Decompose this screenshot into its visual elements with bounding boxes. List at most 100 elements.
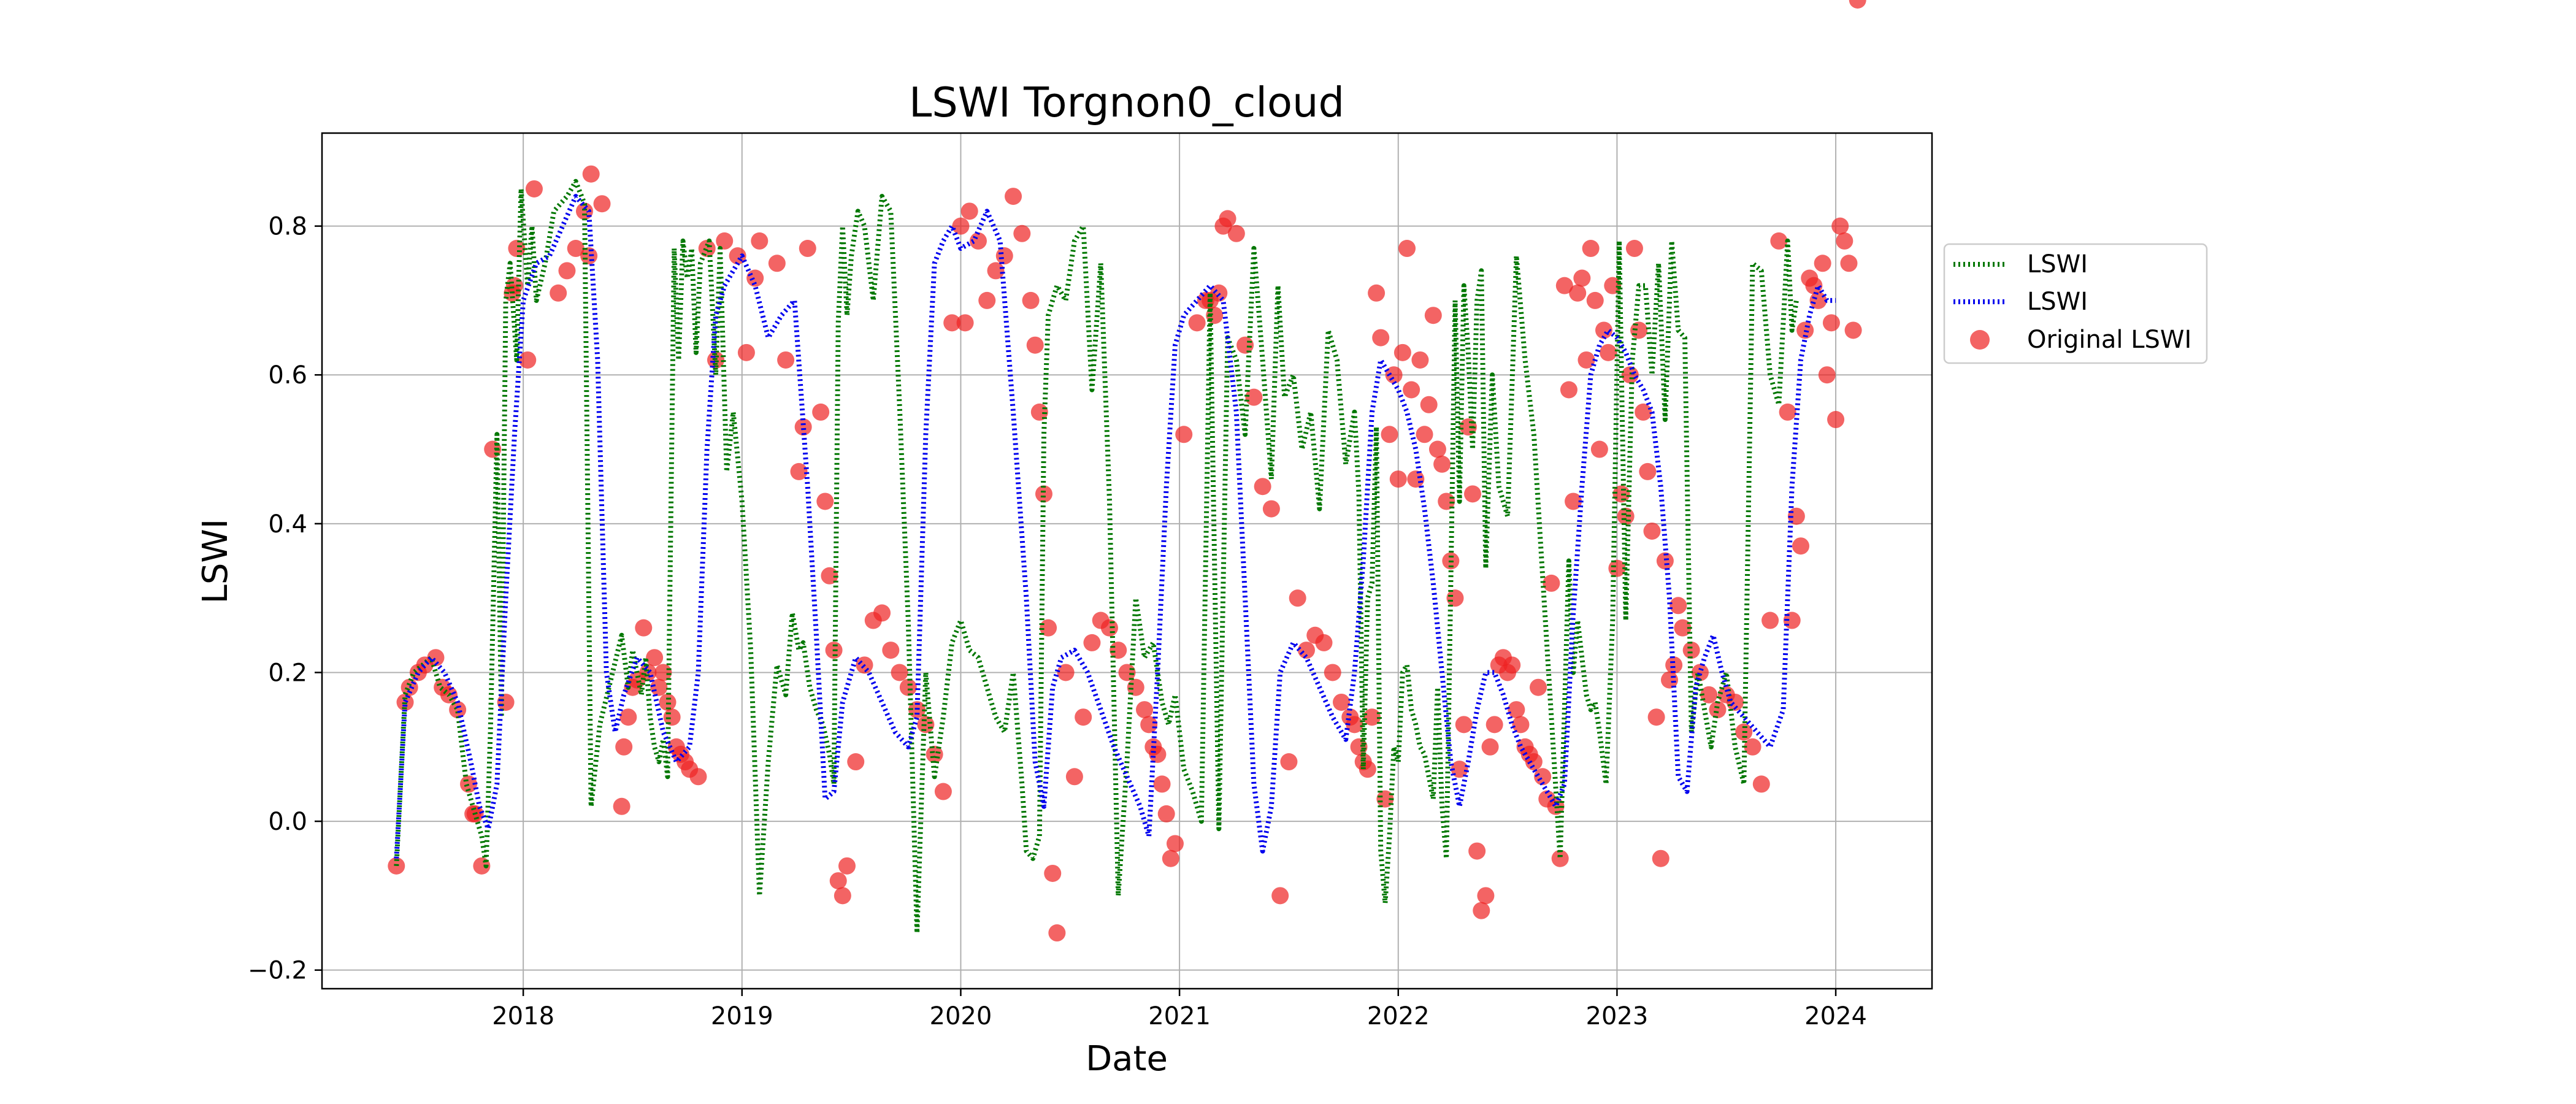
- y-tick-label: −0.2: [248, 957, 307, 985]
- data-point: [1647, 708, 1665, 726]
- data-point: [1831, 217, 1849, 235]
- data-point: [1477, 887, 1495, 905]
- data-point: [650, 678, 668, 696]
- data-point: [1503, 656, 1521, 674]
- data-point: [1805, 277, 1823, 294]
- data-point: [1617, 507, 1635, 525]
- data-point: [1297, 642, 1315, 659]
- data-point: [1149, 745, 1167, 763]
- series-0: [394, 178, 1799, 935]
- data-point: [1022, 291, 1040, 309]
- data-point: [1508, 701, 1525, 719]
- y-tick-label: 0.4: [268, 510, 307, 539]
- data-point: [1324, 664, 1341, 681]
- data-point: [882, 642, 900, 659]
- data-point: [1153, 775, 1171, 793]
- data-point: [1792, 537, 1810, 555]
- data-point: [654, 664, 672, 681]
- data-point: [1140, 716, 1158, 734]
- data-point: [1289, 589, 1306, 607]
- data-point: [1530, 678, 1547, 696]
- data-point: [987, 262, 1005, 280]
- data-point: [995, 247, 1013, 265]
- chart-title: LSWI Torgnon0_cloud: [909, 79, 1344, 126]
- data-point: [1600, 343, 1617, 361]
- data-point: [388, 857, 405, 875]
- data-point: [1433, 455, 1451, 473]
- data-point: [799, 240, 816, 258]
- x-tick-label: 2020: [930, 1002, 992, 1030]
- data-point: [1814, 255, 1831, 272]
- data-point: [1411, 351, 1429, 369]
- data-point: [1744, 738, 1761, 756]
- data-point: [1254, 478, 1271, 496]
- data-point: [1818, 366, 1836, 384]
- data-point: [1560, 381, 1577, 399]
- x-tick-label: 2021: [1148, 1002, 1211, 1030]
- data-point: [1586, 291, 1604, 309]
- data-point: [1849, 0, 1866, 9]
- data-point: [449, 701, 467, 719]
- data-point: [1416, 426, 1433, 443]
- data-point: [508, 240, 526, 258]
- data-point: [952, 217, 970, 235]
- data-point: [1727, 693, 1744, 711]
- data-point: [1635, 403, 1652, 421]
- data-point: [834, 887, 851, 905]
- data-point: [1271, 887, 1289, 905]
- data-point: [497, 693, 515, 711]
- data-point: [1543, 574, 1560, 592]
- data-point: [1403, 381, 1420, 399]
- data-point: [1709, 701, 1727, 719]
- data-point: [1013, 224, 1031, 242]
- data-point: [1446, 589, 1464, 607]
- data-point: [934, 783, 952, 800]
- data-point: [1573, 269, 1591, 287]
- x-tick-label: 2019: [711, 1002, 773, 1030]
- data-point: [689, 768, 707, 786]
- x-tick-label: 2023: [1586, 1002, 1649, 1030]
- data-point: [1691, 664, 1709, 681]
- y-tick-label: 0.0: [268, 808, 307, 836]
- data-point: [550, 284, 567, 302]
- series-1: [394, 194, 1836, 859]
- data-point: [978, 291, 996, 309]
- data-point: [1569, 284, 1587, 302]
- x-tick-label: 2022: [1367, 1002, 1430, 1030]
- data-point: [707, 351, 724, 369]
- data-point: [1428, 440, 1446, 458]
- data-point: [1752, 775, 1770, 793]
- data-point: [1162, 849, 1179, 867]
- data-point: [847, 753, 865, 771]
- data-point: [716, 232, 734, 250]
- data-point: [1100, 619, 1118, 637]
- data-point: [1280, 753, 1298, 771]
- data-point: [1770, 232, 1788, 250]
- data-point: [567, 240, 585, 258]
- legend-label-lswi-green: LSWI: [2027, 250, 2088, 278]
- y-axis-label: LSWI: [196, 519, 236, 604]
- data-point: [873, 604, 891, 622]
- plot-area-frame: [321, 132, 1933, 990]
- data-point: [1512, 716, 1530, 734]
- x-tick-label: 2018: [492, 1002, 554, 1030]
- data-point: [899, 678, 917, 696]
- data-point: [1455, 716, 1473, 734]
- data-point: [1840, 255, 1858, 272]
- data-point: [768, 255, 786, 272]
- data-point: [1464, 485, 1482, 503]
- legend-label-original-lswi: Original LSWI: [2027, 326, 2191, 354]
- data-point: [1582, 240, 1600, 258]
- data-point: [1822, 314, 1840, 332]
- data-point: [816, 493, 834, 510]
- data-point: [812, 403, 830, 421]
- data-point: [1625, 240, 1643, 258]
- data-point: [1048, 924, 1066, 942]
- data-point: [525, 180, 543, 197]
- data-point: [1157, 805, 1175, 822]
- data-point: [1674, 619, 1692, 637]
- data-point: [794, 418, 812, 436]
- data-point: [960, 202, 978, 220]
